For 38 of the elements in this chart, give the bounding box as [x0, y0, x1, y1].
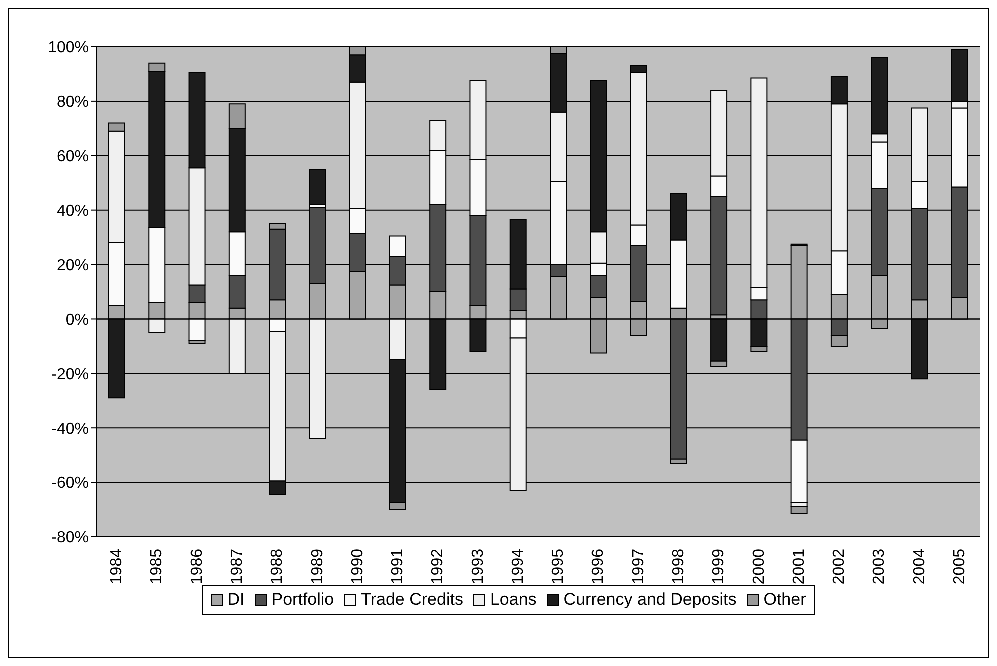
- y-tick-label: -20%: [52, 366, 89, 384]
- x-tick-label: 2000: [750, 548, 768, 585]
- y-tick-label: 0%: [66, 312, 89, 329]
- x-tick-label: 1990: [349, 548, 366, 585]
- y-tick-label: 60%: [56, 148, 89, 166]
- x-tick-label: 1985: [148, 548, 166, 585]
- x-tick-label: 1988: [269, 548, 286, 585]
- x-tick-label: 1999: [710, 548, 728, 585]
- x-tick-label: 1984: [108, 548, 126, 585]
- x-tick-label: 2003: [871, 548, 888, 585]
- y-tick-label: 80%: [56, 94, 89, 112]
- legend-label: Trade Credits: [361, 590, 464, 610]
- y-tick-label: -60%: [52, 475, 89, 492]
- x-tick-label: 1991: [390, 548, 407, 585]
- y-tick-label: 100%: [48, 40, 89, 57]
- x-tick-label: 2001: [790, 548, 808, 585]
- legend-label: Other: [764, 590, 806, 610]
- x-tick-label: 1997: [630, 548, 648, 585]
- legend-label: Portfolio: [272, 590, 334, 610]
- x-tick-label: 1994: [510, 548, 527, 585]
- legend-label: Currency and Deposits: [564, 590, 737, 610]
- y-tick-label: 40%: [56, 203, 89, 220]
- y-tick-label: -80%: [52, 530, 89, 547]
- x-tick-label: 2002: [831, 548, 848, 585]
- x-tick-label: 1996: [590, 548, 608, 585]
- legend-label: Loans: [490, 590, 537, 610]
- x-tick-label: 1998: [670, 548, 688, 585]
- legend-label: DI: [228, 590, 245, 610]
- y-tick-label: -40%: [52, 420, 89, 438]
- x-tick-label: 1989: [309, 548, 326, 585]
- x-tick-label: 1986: [188, 548, 206, 585]
- x-tick-label: 2005: [951, 548, 968, 585]
- x-tick-label: 1987: [228, 548, 246, 585]
- x-tick-label: 1993: [470, 548, 487, 585]
- x-tick-label: 1992: [430, 548, 447, 585]
- x-tick-label: 2004: [911, 548, 928, 585]
- x-tick-label: 1995: [550, 548, 568, 585]
- y-tick-label: 20%: [56, 257, 89, 274]
